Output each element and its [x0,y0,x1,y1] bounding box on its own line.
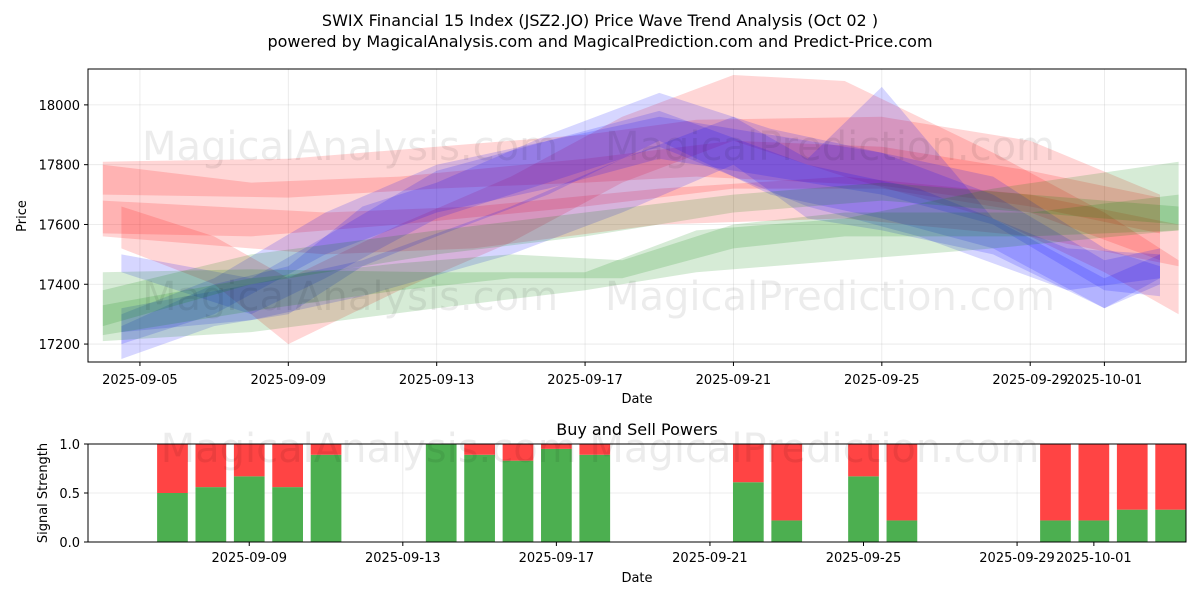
buy-sell-x-tick-label: 2025-09-17 [519,551,595,566]
buy-sell-x-tick-label: 2025-09-21 [672,551,748,566]
price-band-blue-2 [121,110,1160,315]
buy-bar [464,454,495,542]
buy-bar [541,448,572,542]
buy-sell-plot-background [88,444,1186,542]
buy-sell-x-tick-label: 2025-09-29 [979,551,1055,566]
buy-sell-y-tick-label: 0.0 [59,536,80,551]
buy-sell-x-tick-label: 2025-09-25 [826,551,902,566]
sell-bar [272,444,303,488]
sell-bar [732,444,764,483]
buy-bar [1040,520,1071,542]
price-y-tick-label: 17200 [39,338,80,353]
price-x-tick-label: 2025-09-09 [251,373,327,388]
price-band-blue-4 [121,86,1160,333]
sell-bar [541,444,572,449]
buy-sell-chart: Buy and Sell Powers MagicalAnalysis.com … [36,420,1187,586]
price-plot-background [88,69,1186,362]
buy-sell-x-axis: 2025-09-09 2025-09-13 2025-09-17 2025-09-21… [211,542,1132,566]
price-band-green-3 [102,182,1179,327]
sell-bar [1116,444,1148,510]
buy-bar [886,520,918,542]
price-x-tick-label: 2025-09-17 [547,373,623,388]
buy-bar [1155,509,1186,542]
buy-bar [310,454,342,542]
price-band-blue-3 [121,116,1160,345]
buy-sell-title: Buy and Sell Powers [556,420,718,439]
sell-bar [1078,444,1110,521]
buy-bar [732,482,764,542]
buy-bar [502,460,534,542]
price-y-tick-label: 17800 [39,159,80,174]
buy-bar [233,476,265,542]
watermark-mid-left: MagicalAnalysis.com [142,274,558,320]
price-x-tick-label: 2025-09-05 [102,373,178,388]
price-y-axis: 17200 17400 17600 17800 18000 [39,99,88,353]
sell-bar [1040,444,1071,521]
buy-bar [157,493,188,542]
chart-title: SWIX Financial 15 Index (JSZ2.JO) Price … [322,11,878,30]
price-x-tick-label: 2025-09-29 [992,373,1068,388]
buy-bar [1078,520,1110,542]
sell-bar [579,444,611,455]
buy-sell-y-tick-label: 1.0 [59,438,80,453]
sell-bar [464,444,495,455]
buy-bar [771,520,803,542]
price-y-tick-label: 18000 [39,99,80,114]
price-band-red-4 [102,176,1179,267]
price-band-green-2 [102,194,1179,336]
buy-bar [579,454,611,542]
watermark-bottom: MagicalAnalysis.com MagicalPrediction.co… [161,426,1040,472]
sell-bar [502,444,534,461]
buy-bar [272,487,303,542]
sell-bar [195,444,227,488]
price-x-axis-title: Date [621,392,652,407]
price-y-tick-label: 17600 [39,218,80,233]
price-x-axis: 2025-09-05 2025-09-09 2025-09-13 2025-09-17… [102,362,1142,388]
price-band-green-1 [102,161,1179,342]
buy-sell-x-tick-label: 2025-10-01 [1056,551,1132,566]
price-x-tick-label: 2025-09-25 [844,373,920,388]
price-wave-chart: MagicalAnalysis.com MagicalPrediction.co… [15,68,1187,407]
price-band-red-2 [102,140,1160,261]
sell-bar [886,444,918,521]
price-grid [88,69,1186,362]
sell-bar [310,444,342,455]
buy-sell-y-axis-title: Signal Strength [36,443,51,543]
buy-bar [425,444,457,542]
watermark-mid-right: MagicalPrediction.com [605,274,1055,320]
buy-sell-x-tick-label: 2025-09-13 [365,551,441,566]
watermark-top-left: MagicalAnalysis.com [142,124,558,170]
price-x-tick-label: 2025-09-13 [399,373,475,388]
buy-sell-y-axis: 0.0 0.5 1.0 [59,438,88,551]
buy-sell-x-axis-title: Date [621,571,652,586]
price-x-tick-label: 2025-09-21 [696,373,772,388]
price-band-red-3 [121,75,1179,345]
buy-sell-x-tick-label: 2025-09-09 [211,551,287,566]
buy-bar [1116,509,1148,542]
buy-sell-bars [157,444,1186,542]
buy-sell-y-tick-label: 0.5 [59,487,80,502]
price-band-red-1 [102,116,1160,234]
price-wave-bands [102,75,1179,360]
sell-bar [771,444,803,521]
price-y-axis-title: Price [15,200,30,232]
price-y-tick-label: 17400 [39,278,80,293]
price-x-tick-label: 2025-10-01 [1067,373,1143,388]
buy-bar [195,487,227,542]
price-plot-frame [87,68,1187,363]
sell-bar [1155,444,1186,510]
watermark-top-right: MagicalPrediction.com [605,124,1055,170]
sell-bar [233,444,265,477]
sell-bar [848,444,879,477]
chart-subtitle: powered by MagicalAnalysis.com and Magic… [267,32,932,51]
buy-bar [848,476,879,542]
sell-bar [157,444,188,493]
price-band-blue-1 [121,92,1160,360]
